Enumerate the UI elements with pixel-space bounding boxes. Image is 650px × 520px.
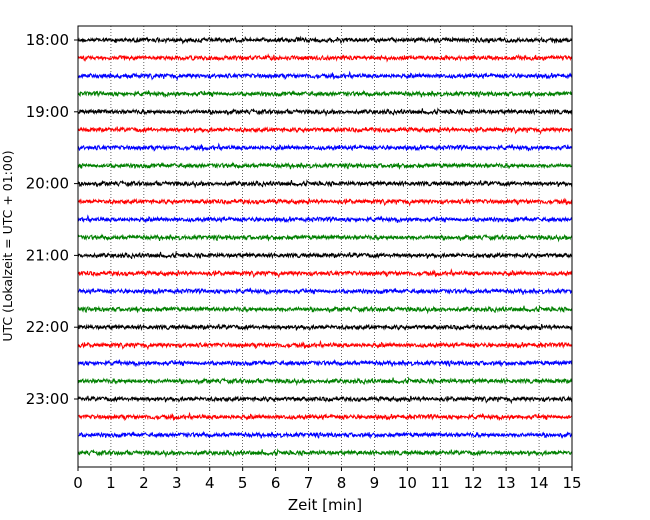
- trace-line: [77, 287, 573, 296]
- x-tick-label: 3: [172, 474, 182, 492]
- trace-line: [77, 35, 573, 45]
- trace-line: [77, 358, 573, 368]
- trace-line: [77, 395, 573, 405]
- x-tick-label: 7: [304, 474, 314, 492]
- x-tick-label: 6: [271, 474, 281, 492]
- trace-line: [77, 339, 573, 351]
- x-tick-label: 5: [238, 474, 248, 492]
- x-axis-ticks: 0 1 2 3 4 5 6 7 8 9 10 11 12 13 14 15: [73, 467, 582, 492]
- seismic-traces: [77, 35, 573, 458]
- y-tick-label: 20:00: [26, 175, 69, 193]
- x-tick-label: 0: [73, 474, 83, 492]
- x-tick-label: 12: [464, 474, 483, 492]
- trace-line: [77, 126, 573, 135]
- x-tick-label: 8: [337, 474, 347, 492]
- trace-line: [77, 107, 573, 117]
- trace-line: [77, 268, 573, 279]
- x-tick-label: 10: [398, 474, 417, 492]
- x-tick-label: 15: [562, 474, 581, 492]
- y-axis-ticks: 18:00 19:00 20:00 21:00 22:00 23:00: [26, 31, 78, 408]
- trace-line: [77, 142, 573, 152]
- y-axis-label: UTC (Lokalzeit = UTC + 01:00): [0, 150, 15, 341]
- x-tick-label: 13: [497, 474, 516, 492]
- plot-frame: [77, 25, 573, 468]
- trace-line: [77, 178, 573, 189]
- x-tick-label: 9: [370, 474, 380, 492]
- trace-line: [77, 53, 573, 63]
- trace-line: [77, 448, 573, 458]
- y-tick-label: 21:00: [26, 246, 69, 264]
- trace-line: [77, 376, 573, 387]
- x-axis-label: Zeit [min]: [288, 496, 362, 514]
- trace-line: [77, 70, 573, 82]
- trace-line: [77, 233, 573, 243]
- trace-line: [77, 250, 573, 260]
- y-tick-label: 18:00: [26, 31, 69, 49]
- trace-line: [77, 214, 573, 224]
- x-tick-label: 4: [205, 474, 215, 492]
- trace-line: [77, 197, 573, 207]
- trace-line: [77, 89, 573, 99]
- trace-line: [77, 323, 573, 332]
- x-tick-label: 2: [139, 474, 149, 492]
- x-tick-label: 1: [106, 474, 116, 492]
- y-tick-label: 23:00: [26, 390, 69, 408]
- x-tick-label: 11: [431, 474, 450, 492]
- trace-line: [77, 304, 573, 315]
- trace-line: [77, 161, 573, 170]
- x-tick-label: 14: [530, 474, 549, 492]
- trace-line: [77, 411, 573, 422]
- y-tick-label: 22:00: [26, 318, 69, 336]
- y-tick-label: 19:00: [26, 103, 69, 121]
- trace-line: [77, 430, 573, 440]
